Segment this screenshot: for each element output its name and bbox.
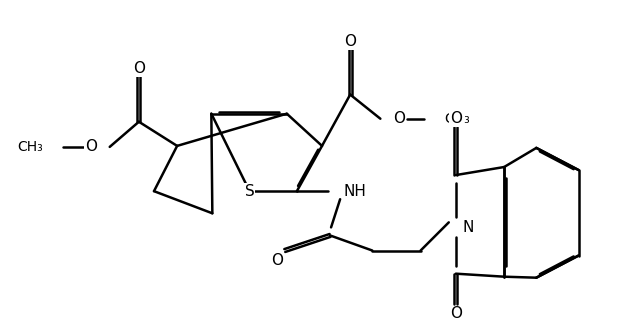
Text: O: O [344,34,356,49]
Text: CH₃: CH₃ [17,140,44,154]
Text: O: O [271,253,283,268]
Text: O: O [84,139,97,154]
Text: NH: NH [343,184,366,199]
Text: O: O [133,61,145,76]
Text: N: N [463,220,474,235]
Text: CH₃: CH₃ [444,112,470,126]
Text: O: O [394,111,406,126]
Text: S: S [244,184,255,199]
Text: O: O [450,111,462,126]
Text: O: O [450,307,462,321]
